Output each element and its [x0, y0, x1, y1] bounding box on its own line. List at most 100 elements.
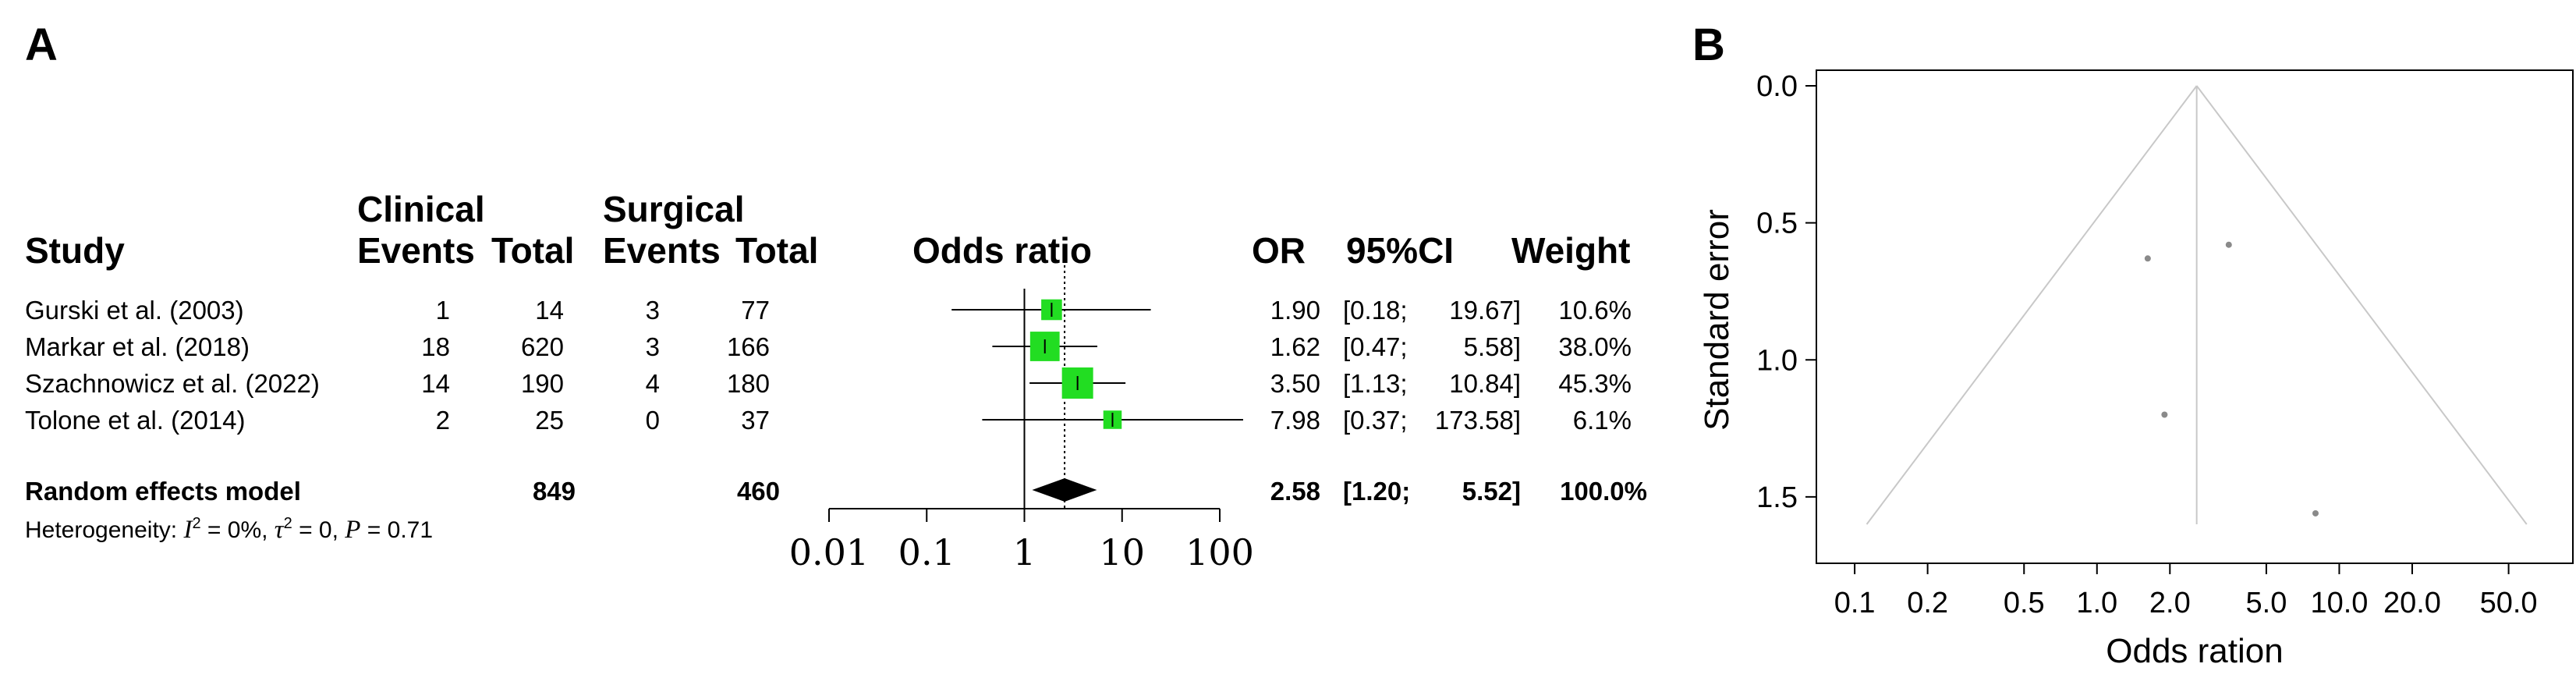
surgical-total: 166: [727, 332, 770, 361]
tau-value: = 0,: [292, 517, 345, 543]
header-surgical-events: Events: [603, 230, 721, 271]
ci-lower-value: [0.47;: [1343, 332, 1408, 361]
pooled-diamond: [1032, 478, 1097, 502]
i2-symbol: I: [182, 516, 193, 544]
odds-ratio-value: 3.50: [1270, 369, 1320, 398]
odds-ratio-value: 1.62: [1270, 332, 1320, 361]
header-clinical-total: Total: [491, 230, 574, 271]
pooled-row: Random effects model 849 460 2.58 [1.20;…: [25, 477, 1647, 506]
clinical-events: 2: [436, 406, 450, 435]
odds-ratio-value: 7.98: [1270, 406, 1320, 435]
ci-upper-value: 5.58]: [1464, 332, 1521, 361]
header-clinical-events: Events: [357, 230, 475, 271]
funnel-y-tick-label: 1.0: [1756, 344, 1798, 377]
p-symbol: P: [344, 516, 360, 544]
forest-plot: 0.01 0.1 1 10 100: [789, 265, 1254, 573]
pooled-label: Random effects model: [25, 477, 301, 506]
pooled-clinical-total: 849: [533, 477, 576, 506]
funnel-y-tick-label: 0.5: [1756, 208, 1798, 240]
weight-value: 38.0%: [1558, 332, 1632, 361]
funnel-x-tick-label: 50.0: [2480, 587, 2538, 619]
funnel-y-tick-label: 1.5: [1756, 481, 1798, 514]
funnel-x-tick-label: 0.1: [1834, 587, 1876, 619]
ci-lower-value: [0.18;: [1343, 296, 1408, 325]
heterogeneity: Heterogeneity: I2 = 0%, τ2 = 0, P = 0.71: [25, 515, 433, 544]
header-or: OR: [1252, 230, 1306, 271]
forest-x-tick-label: 0.01: [789, 531, 869, 573]
funnel-y-axis-label: Standard error: [1698, 209, 1736, 431]
funnel-plot: 0.0 0.5 1.0 1.5 0.1 0.2 0.5 1.0 2.0 5.0 10.0 20.0 50…: [1756, 70, 2537, 619]
ci-lower-value: [1.13;: [1343, 369, 1408, 398]
funnel-left-limit: [1866, 85, 2198, 525]
ci-lower-value: [0.37;: [1343, 406, 1408, 435]
funnel-study-point: [2225, 241, 2232, 248]
funnel-study-point: [2312, 509, 2319, 516]
clinical-total: 25: [535, 406, 564, 435]
pooled-ci-low: [1.20;: [1343, 477, 1410, 506]
forest-x-tick-label: 1: [1013, 531, 1036, 573]
panel-b: B 0.0 0.5 1.0 1.5 0.1 0.2 0.5 1.0 2.0 5.0 10.0 20.0…: [1692, 20, 2574, 670]
forest-rows: Gurski et al. (2003) 1 14 3 77 1.90 [0.18; 19.6…: [25, 296, 1632, 435]
surgical-events: 3: [646, 332, 660, 361]
pooled-or: 2.58: [1270, 477, 1320, 506]
header-study: Study: [25, 230, 125, 271]
clinical-events: 1: [436, 296, 450, 325]
clinical-total: 190: [521, 369, 564, 398]
funnel-x-tick-label: 1.0: [2076, 587, 2117, 619]
funnel-x-tick-label: 10.0: [2310, 587, 2368, 619]
study-name: Gurski et al. (2003): [25, 296, 244, 325]
clinical-total: 620: [521, 332, 564, 361]
weight-value: 45.3%: [1558, 369, 1632, 398]
i2-value: = 0%,: [201, 517, 275, 543]
study-name: Markar et al. (2018): [25, 332, 250, 361]
study-name: Tolone et al. (2014): [25, 406, 246, 435]
funnel-x-tick-label: 2.0: [2149, 587, 2191, 619]
i2-sup: 2: [192, 515, 200, 532]
pooled-weight: 100.0%: [1560, 477, 1647, 506]
funnel-x-axis-label: Odds ration: [2106, 632, 2283, 670]
surgical-events: 4: [646, 369, 660, 398]
header-surgical-total: Total: [735, 230, 818, 271]
funnel-plot-frame: [1816, 69, 2574, 564]
clinical-total: 14: [535, 296, 564, 325]
ci-upper-value: 19.67]: [1449, 296, 1521, 325]
header-weight: Weight: [1511, 230, 1630, 271]
odds-ratio-value: 1.90: [1270, 296, 1320, 325]
funnel-x-tick-label: 0.2: [1907, 587, 1948, 619]
header-surgical: Surgical: [603, 189, 745, 229]
pooled-ci-high: 5.52]: [1462, 477, 1521, 506]
clinical-events: 18: [421, 332, 450, 361]
header-clinical: Clinical: [357, 189, 485, 229]
tau-symbol: τ: [275, 516, 285, 544]
study-name: Szachnowicz et al. (2022): [25, 369, 320, 398]
forest-x-tick-label: 10: [1099, 531, 1145, 573]
forest-x-tick-label: 100: [1185, 531, 1254, 573]
header-ci: 95%CI: [1346, 230, 1454, 271]
panel-a-label: A: [25, 20, 58, 70]
panel-a: A Clinical Surgical Study Events Total E…: [25, 20, 1647, 573]
surgical-total: 77: [741, 296, 770, 325]
clinical-events: 14: [421, 369, 450, 398]
heterogeneity-prefix: Heterogeneity:: [25, 517, 183, 543]
forest-x-tick-label: 0.1: [898, 531, 955, 573]
surgical-total: 37: [741, 406, 770, 435]
pooled-surgical-total: 460: [737, 477, 780, 506]
surgical-events: 3: [646, 296, 660, 325]
forest-headers: Clinical Surgical Study Events Total Eve…: [25, 189, 1630, 271]
weight-value: 6.1%: [1573, 406, 1632, 435]
tau-sup: 2: [284, 515, 292, 532]
funnel-x-tick-label: 0.5: [2004, 587, 2045, 619]
funnel-x-tick-label: 5.0: [2246, 587, 2287, 619]
funnel-study-point: [2144, 255, 2151, 262]
header-odds-ratio: Odds ratio: [912, 230, 1092, 271]
weight-value: 10.6%: [1558, 296, 1632, 325]
ci-upper-value: 173.58]: [1435, 406, 1521, 435]
funnel-x-tick-label: 20.0: [2383, 587, 2441, 619]
funnel-y-tick-label: 0.0: [1756, 70, 1798, 103]
panel-b-label: B: [1692, 20, 1725, 70]
p-value: = 0.71: [360, 517, 433, 543]
ci-upper-value: 10.84]: [1449, 369, 1521, 398]
surgical-total: 180: [727, 369, 770, 398]
surgical-events: 0: [646, 406, 660, 435]
